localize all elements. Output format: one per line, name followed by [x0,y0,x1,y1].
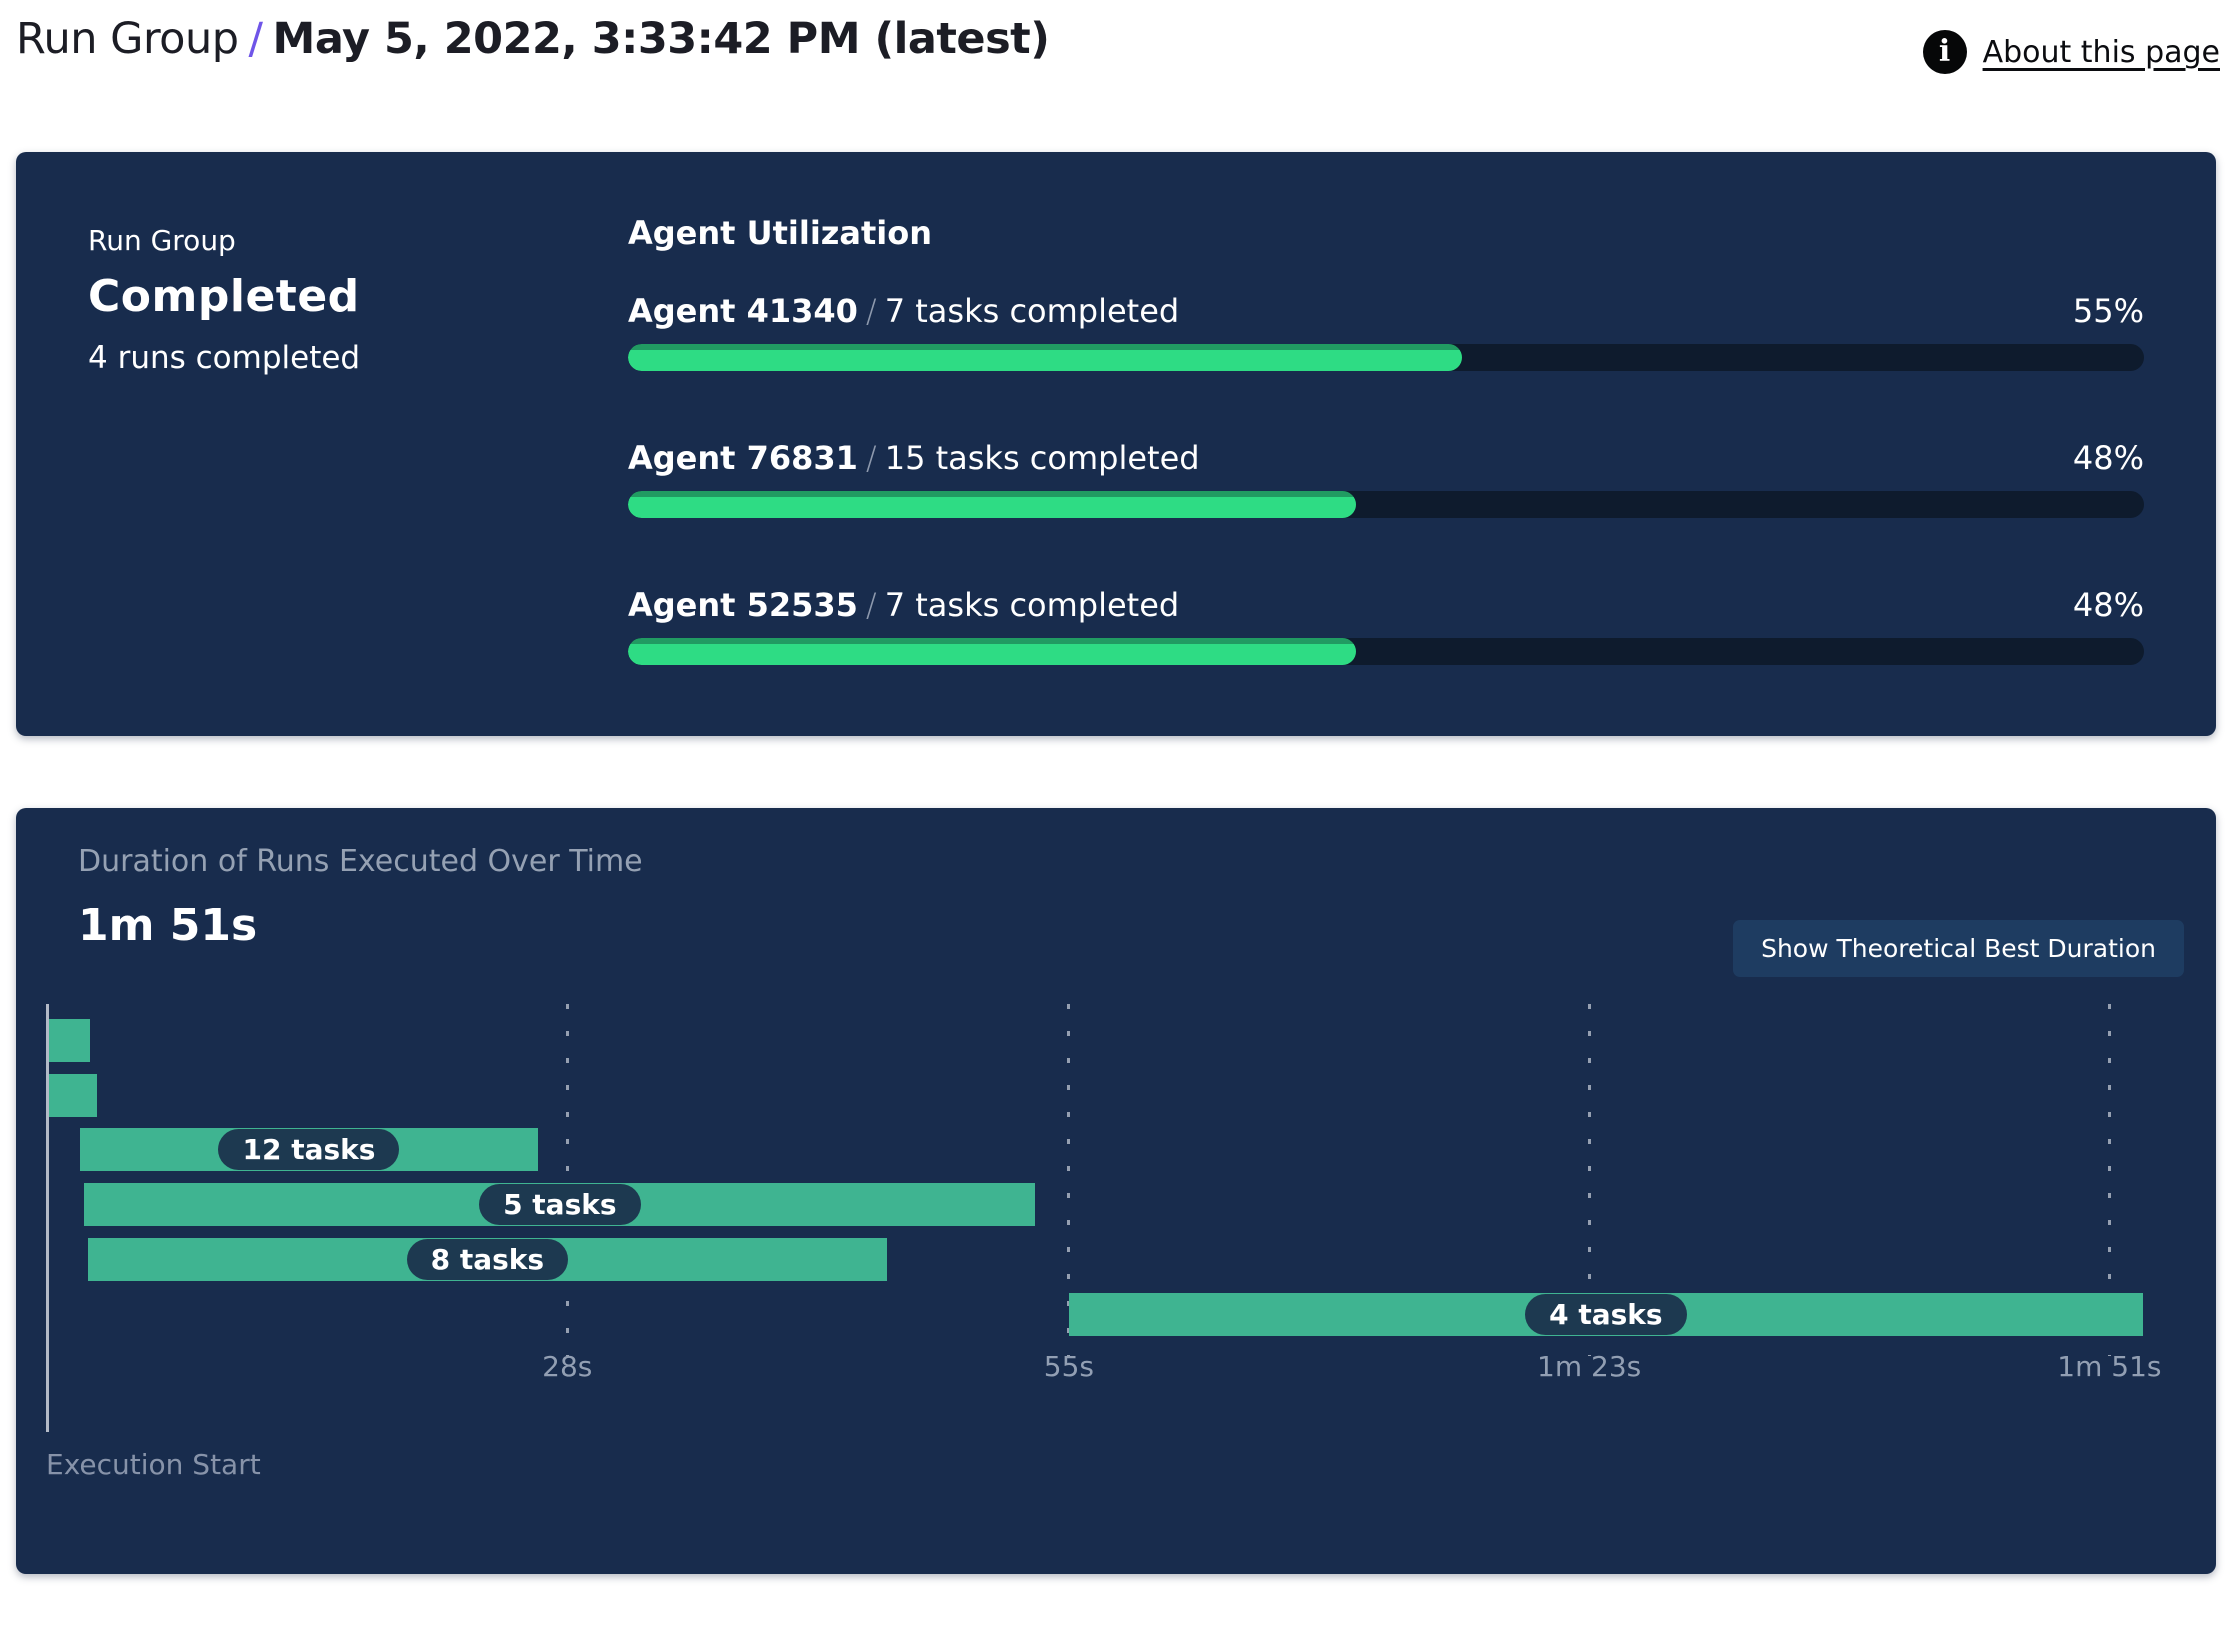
time-axis-tick-label: 55s [1043,1350,1094,1383]
time-gridline [1067,1004,1071,1356]
run-tasks-badge: 5 tasks [479,1184,641,1226]
runs-completed-count: 4 runs completed [88,340,361,376]
time-gridline [1587,1004,1591,1356]
agent-utilization-title: Agent Utilization [628,214,933,252]
breadcrumb-run-group: Run Group [16,14,239,64]
about-this-page-link[interactable]: i About this page [1922,30,2220,74]
agent-name: Agent 52535 [628,586,858,624]
breadcrumb: Run Group / May 5, 2022, 3:33:42 PM (lates… [16,14,1050,64]
time-gridline [565,1004,569,1356]
utilization-progress-track [628,344,2144,371]
run-tasks-badge: 12 tasks [218,1129,400,1171]
agent-separator: / [865,439,877,477]
duration-panel: Duration of Runs Executed Over Time 1m 5… [16,808,2216,1574]
show-theoretical-best-duration-button[interactable]: Show Theoretical Best Duration [1733,920,2184,977]
utilization-progress-fill [628,638,1356,665]
run-tasks-badge: 4 tasks [1525,1293,1687,1335]
time-gridline [2107,1004,2111,1356]
utilization-progress-track [628,638,2144,665]
gantt-chart: Execution Start 28s 55s 1m 23s 1m 51s 12 tas… [16,808,2216,1574]
utilization-progress-fill [628,344,1462,371]
agent-name: Agent 76831 [628,439,858,477]
info-icon: i [1922,30,1967,74]
page-title: May 5, 2022, 3:33:42 PM (latest) [272,14,1050,64]
run-group-status: Completed [88,271,360,322]
run-tasks-badge: 8 tasks [406,1238,569,1280]
run-group-label: Run Group [88,224,236,257]
agent-row: Agent 41340/7 tasks completed 55% [628,292,2144,371]
time-axis-tick-label: 1m 51s [2057,1350,2162,1383]
agent-tasks-completed: 15 tasks completed [884,439,1200,477]
run-group-status-block: Run Group Completed 4 runs completed [88,224,360,376]
run-duration-bar[interactable] [48,1019,90,1062]
run-duration-bar[interactable] [48,1073,98,1117]
time-axis-tick-label: 1m 23s [1537,1350,1642,1383]
breadcrumb-separator: / [248,14,264,64]
agent-utilization-percent: 48% [2072,586,2144,624]
time-axis-tick-label: 28s [542,1350,593,1383]
execution-start-label: Execution Start [46,1448,261,1481]
page-header: Run Group / May 5, 2022, 3:33:42 PM (lates… [16,14,2224,90]
agent-separator: / [865,586,877,624]
duration-chart-title: Duration of Runs Executed Over Time [78,844,643,879]
agent-tasks-completed: 7 tasks completed [884,586,1180,624]
run-duration-bar[interactable]: 12 tasks [80,1128,538,1172]
agent-utilization-percent: 55% [2072,292,2144,330]
utilization-progress-track [628,491,2144,518]
agent-separator: / [865,292,877,330]
run-duration-bar[interactable]: 4 tasks [1068,1292,2143,1336]
run-duration-bar[interactable]: 8 tasks [87,1237,887,1281]
run-group-summary-panel: Run Group Completed 4 runs completed Age… [16,152,2216,736]
about-link-label: About this page [1982,34,2220,70]
agent-row: Agent 76831/15 tasks completed 48% [628,439,2144,518]
execution-start-axis-line [46,1004,49,1432]
agent-name: Agent 41340 [628,292,858,330]
total-duration-value: 1m 51s [78,900,258,951]
agent-row: Agent 52535/7 tasks completed 48% [628,586,2144,665]
utilization-progress-fill [628,491,1356,518]
run-duration-bar[interactable]: 5 tasks [84,1183,1036,1227]
agent-tasks-completed: 7 tasks completed [884,292,1180,330]
agent-utilization-percent: 48% [2072,439,2144,477]
